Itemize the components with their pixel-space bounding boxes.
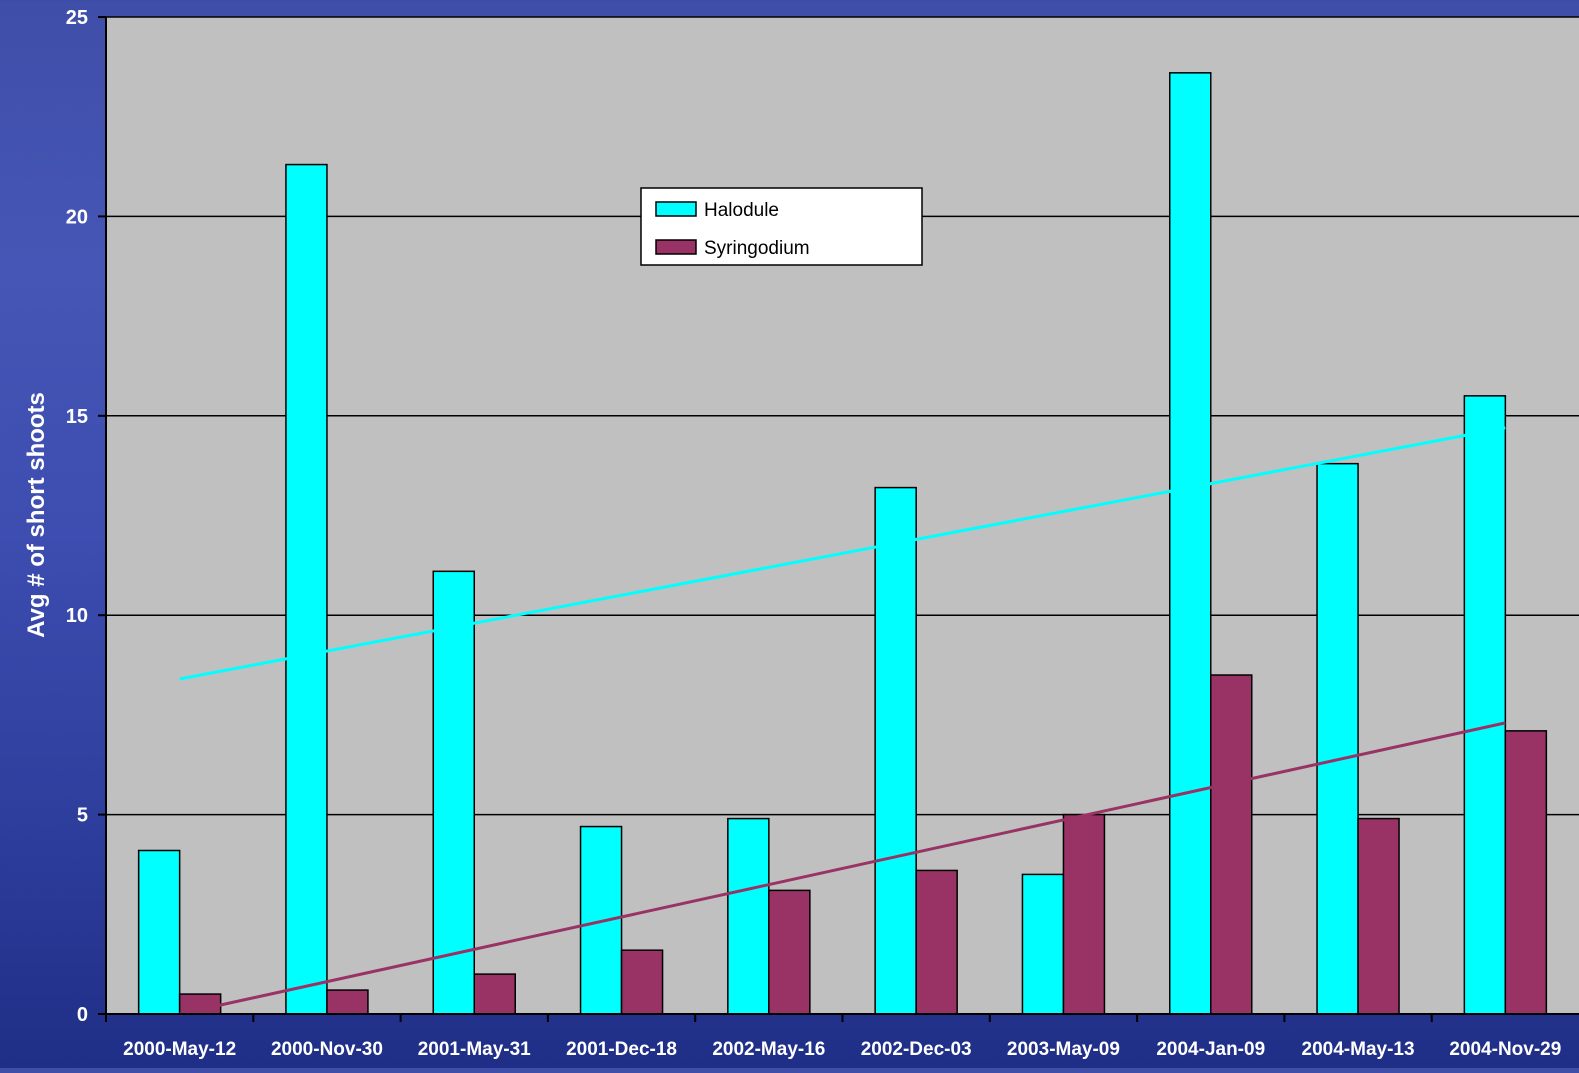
legend-label-syringodium: Syringodium	[704, 238, 810, 259]
bar-halodule	[1169, 72, 1212, 1015]
x-tick-label: 2001-Dec-18	[566, 1039, 677, 1060]
legend: Halodule Syringodium	[640, 187, 923, 266]
y-tick-label: 5	[77, 805, 88, 827]
bar-halodule	[1021, 873, 1065, 1015]
bar-halodule	[1463, 395, 1507, 1015]
x-tick-label: 2004-May-13	[1302, 1039, 1415, 1060]
bars	[137, 72, 1548, 1015]
bar-halodule	[432, 570, 475, 1015]
trendline-halodule	[179, 426, 1506, 681]
bar-syringodium	[1357, 817, 1400, 1015]
x-tick-label: 2000-Nov-30	[271, 1039, 383, 1060]
x-tick-label: 2001-May-31	[418, 1039, 531, 1060]
bar-syringodium	[768, 889, 811, 1015]
x-tick-labels: 2000-May-12 2000-Nov-30 2001-May-31 2001-De…	[123, 1014, 1561, 1060]
axes	[98, 17, 1579, 1022]
x-tick-label: 2004-Nov-29	[1449, 1039, 1561, 1060]
y-tick-label: 0	[77, 1004, 88, 1026]
bar-halodule	[137, 849, 181, 1015]
bar-syringodium	[1504, 730, 1548, 1015]
x-tick-label: 2004-Jan-09	[1156, 1039, 1265, 1060]
x-tick-label: 2002-May-16	[712, 1039, 825, 1060]
legend-swatch-halodule	[655, 201, 697, 217]
y-tick-labels: 0 5 10 15 20 25	[66, 7, 106, 1026]
bar-syringodium	[620, 949, 664, 1015]
legend-swatch-syringodium	[655, 239, 697, 255]
y-axis-title: Avg # of short shoots	[23, 392, 50, 638]
x-tick-label: 2003-May-09	[1007, 1039, 1120, 1060]
bar-syringodium	[915, 869, 958, 1015]
legend-label-halodule: Halodule	[704, 200, 779, 221]
y-tick-label: 15	[66, 406, 88, 428]
trendline-syringodium	[179, 721, 1506, 1016]
y-tick-label: 10	[66, 605, 88, 627]
x-tick-label: 2002-Dec-03	[861, 1039, 972, 1060]
trendlines	[179, 426, 1506, 1016]
x-tick-label: 2000-May-12	[123, 1039, 236, 1060]
bar-syringodium	[1062, 813, 1106, 1015]
bar-halodule	[874, 486, 917, 1015]
bar-halodule	[285, 163, 328, 1015]
y-tick-label: 20	[66, 206, 88, 228]
y-tick-label: 25	[66, 7, 88, 29]
bar-syringodium	[326, 989, 369, 1015]
bar-halodule	[727, 817, 770, 1015]
bar-syringodium	[473, 973, 516, 1015]
bar-syringodium	[1210, 674, 1253, 1015]
bar-halodule	[1316, 462, 1359, 1015]
